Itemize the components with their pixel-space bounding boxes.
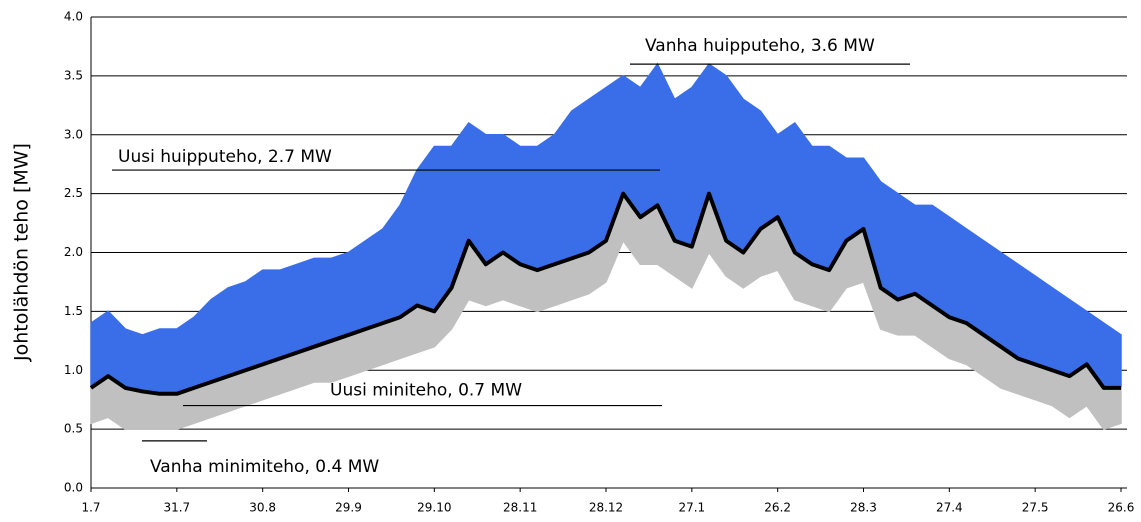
x-tick-label: 29.9	[335, 501, 362, 515]
x-tick-label: 1.7	[81, 501, 100, 515]
average-line	[89, 191, 1121, 396]
x-tick-label: 27.4	[936, 501, 963, 515]
annotation-text: Uusi miniteho, 0.7 MW	[330, 381, 522, 401]
x-tick-label: 30.8	[249, 501, 276, 515]
x-tick-label: 28.12	[589, 501, 623, 515]
y-tick-label: 4.0	[64, 10, 83, 24]
y-tick-label: 2.5	[64, 186, 83, 200]
x-tick-label: 27.1	[678, 501, 705, 515]
annotation-text: Uusi huipputeho, 2.7 MW	[118, 147, 332, 167]
y-tick-label: 3.5	[64, 68, 83, 82]
x-tick-label: 28.11	[503, 501, 537, 515]
x-tick-label: 26.6	[1108, 501, 1135, 515]
x-tick-label: 28.3	[850, 501, 877, 515]
x-tick-label: 27.5	[1022, 501, 1049, 515]
x-tick-label: 31.7	[163, 501, 190, 515]
y-tick-label: 0.0	[64, 481, 83, 495]
x-tick-label: 26.2	[764, 501, 791, 515]
y-tick-label: 1.0	[64, 363, 83, 377]
y-tick-label: 1.5	[64, 304, 83, 318]
y-axis-label: Johtolähdön teho [MW]	[11, 143, 33, 362]
y-tick-label: 2.0	[64, 245, 83, 259]
y-tick-label: 0.5	[64, 422, 83, 436]
x-tick-label: 29.10	[417, 501, 451, 515]
y-tick-label: 3.0	[64, 127, 83, 141]
annotation-text: Vanha huipputeho, 3.6 MW	[645, 36, 875, 56]
annotation-text: Vanha minimiteho, 0.4 MW	[150, 457, 379, 477]
